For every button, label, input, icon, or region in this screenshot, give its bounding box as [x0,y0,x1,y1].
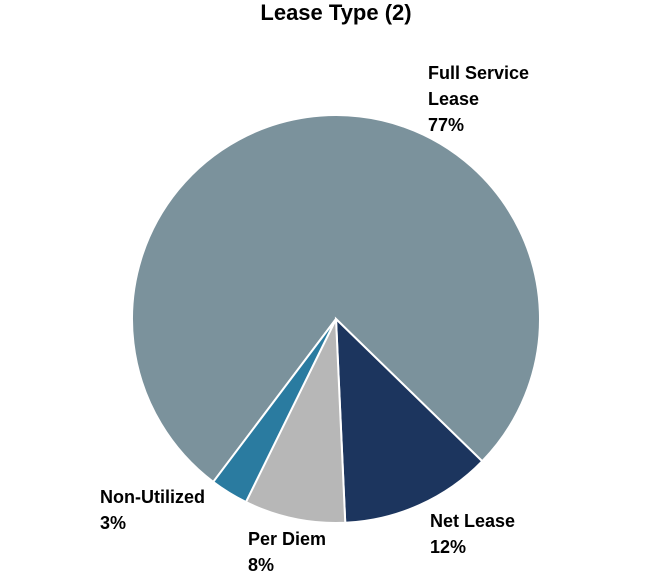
slice-label: Full Service Lease 77% [428,60,568,138]
pie-slice [244,318,347,524]
value-label: 8% [248,555,275,575]
slice-label: Per Diem 8% [248,526,368,578]
category-label: Full Service Lease [428,63,530,109]
category-label: Per Diem [248,529,327,549]
category-label: Net Lease [430,511,516,531]
pie-slice [334,316,484,524]
value-label: 12% [430,537,467,557]
pie-slice [131,114,541,484]
pie-slice [211,318,337,504]
chart-title: Lease Type (2) [260,0,412,25]
value-label: 3% [100,513,127,533]
slice-label: Non-Utilized 3% [100,484,240,536]
slice-label: Net Lease 12% [430,508,570,560]
value-label: 77% [428,115,465,135]
category-label: Non-Utilized [100,487,205,507]
